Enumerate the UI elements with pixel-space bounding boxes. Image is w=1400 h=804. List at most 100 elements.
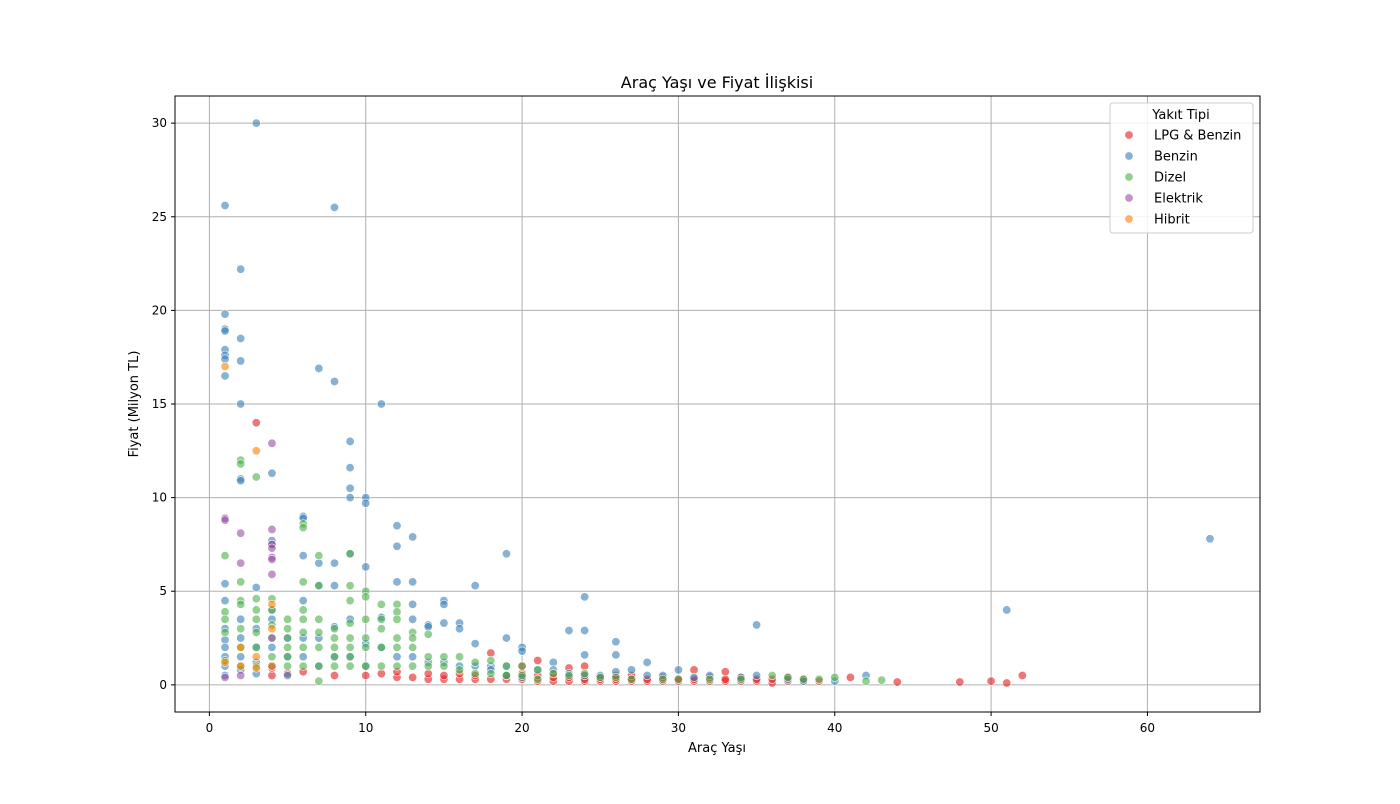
point-benzin <box>220 596 230 606</box>
point-dizel <box>220 551 230 561</box>
point-lpg-benzin <box>376 669 386 679</box>
point-dizel <box>408 633 418 643</box>
point-dizel <box>455 665 465 675</box>
point-elektrik <box>267 543 277 553</box>
point-benzin <box>408 577 418 587</box>
point-dizel <box>580 669 590 679</box>
y-axis-label: Fiyat (Milyon TL) <box>127 351 142 458</box>
point-dizel <box>314 551 324 561</box>
point-lpg-benzin <box>986 676 996 686</box>
point-benzin <box>501 633 511 643</box>
point-dizel <box>533 674 543 684</box>
point-elektrik <box>236 528 246 538</box>
y-tick-label: 10 <box>152 491 167 505</box>
point-benzin <box>236 476 246 486</box>
point-dizel <box>298 605 308 615</box>
point-dizel <box>298 642 308 652</box>
point-dizel <box>830 672 840 682</box>
point-dizel <box>283 652 293 662</box>
point-dizel <box>361 661 371 671</box>
point-dizel <box>251 472 261 482</box>
point-lpg-benzin <box>408 672 418 682</box>
point-dizel <box>361 614 371 624</box>
point-dizel <box>298 614 308 624</box>
point-benzin <box>580 650 590 660</box>
point-benzin <box>267 468 277 478</box>
point-lpg-benzin <box>267 670 277 680</box>
point-benzin <box>689 672 699 682</box>
point-dizel <box>501 670 511 680</box>
point-benzin <box>439 618 449 628</box>
point-lpg-benzin <box>486 648 496 658</box>
point-dizel <box>298 661 308 671</box>
point-benzin <box>329 558 339 568</box>
point-benzin <box>345 493 355 503</box>
point-benzin <box>220 309 230 319</box>
point-dizel <box>533 665 543 675</box>
point-dizel <box>314 642 324 652</box>
point-benzin <box>642 670 652 680</box>
point-dizel <box>439 652 449 662</box>
point-dizel <box>329 642 339 652</box>
point-dizel <box>283 633 293 643</box>
point-benzin <box>673 665 683 675</box>
point-elektrik <box>220 515 230 525</box>
point-dizel <box>345 633 355 643</box>
point-lpg-benzin <box>329 670 339 680</box>
point-benzin <box>564 626 574 636</box>
x-tick-label: 10 <box>358 721 373 735</box>
legend-marker-benzin <box>1124 151 1134 161</box>
legend-label-hibrit: Hibrit <box>1154 213 1190 228</box>
point-benzin <box>345 436 355 446</box>
legend-marker-lpg-benzin <box>1124 130 1134 140</box>
point-benzin <box>408 614 418 624</box>
point-dizel <box>673 674 683 684</box>
legend: Yakıt Tipi LPG & Benzin Benzin Dizel Elektr… <box>1109 102 1254 234</box>
point-dizel <box>376 661 386 671</box>
point-lpg-benzin <box>845 672 855 682</box>
legend-label-lpg-benzin: LPG & Benzin <box>1154 129 1241 144</box>
point-dizel <box>345 652 355 662</box>
point-dizel <box>314 581 324 591</box>
point-elektrik <box>267 438 277 448</box>
point-dizel <box>345 596 355 606</box>
point-dizel <box>392 607 402 617</box>
point-dizel <box>455 652 465 662</box>
point-benzin <box>329 202 339 212</box>
point-elektrik <box>236 558 246 568</box>
x-tick-label: 40 <box>827 721 842 735</box>
point-dizel <box>283 624 293 634</box>
point-benzin <box>298 551 308 561</box>
data-points <box>220 118 1215 688</box>
point-dizel <box>298 523 308 533</box>
point-dizel <box>251 605 261 615</box>
point-elektrik <box>267 524 277 534</box>
point-hibrit <box>267 599 277 609</box>
point-lpg-benzin <box>439 670 449 680</box>
point-benzin <box>329 377 339 387</box>
point-benzin <box>298 596 308 606</box>
legend-items: LPG & Benzin Benzin Dizel Elektrik Hibrit <box>1124 129 1241 228</box>
y-tick-label: 30 <box>152 116 167 130</box>
point-hibrit <box>220 362 230 372</box>
point-benzin <box>251 582 261 592</box>
point-benzin <box>361 498 371 508</box>
point-dizel <box>814 674 824 684</box>
x-tick-label: 0 <box>206 721 214 735</box>
point-benzin <box>470 581 480 591</box>
point-benzin <box>408 599 418 609</box>
legend-box <box>1109 102 1254 234</box>
point-benzin <box>392 652 402 662</box>
point-benzin <box>220 579 230 589</box>
point-dizel <box>517 661 527 671</box>
point-elektrik <box>267 554 277 564</box>
x-tick-label: 30 <box>671 721 686 735</box>
point-benzin <box>329 581 339 591</box>
point-dizel <box>564 670 574 680</box>
point-lpg-benzin <box>1002 678 1012 688</box>
point-dizel <box>408 661 418 671</box>
point-benzin <box>298 652 308 662</box>
point-benzin <box>236 356 246 366</box>
point-benzin <box>501 549 511 559</box>
point-hibrit <box>236 661 246 671</box>
